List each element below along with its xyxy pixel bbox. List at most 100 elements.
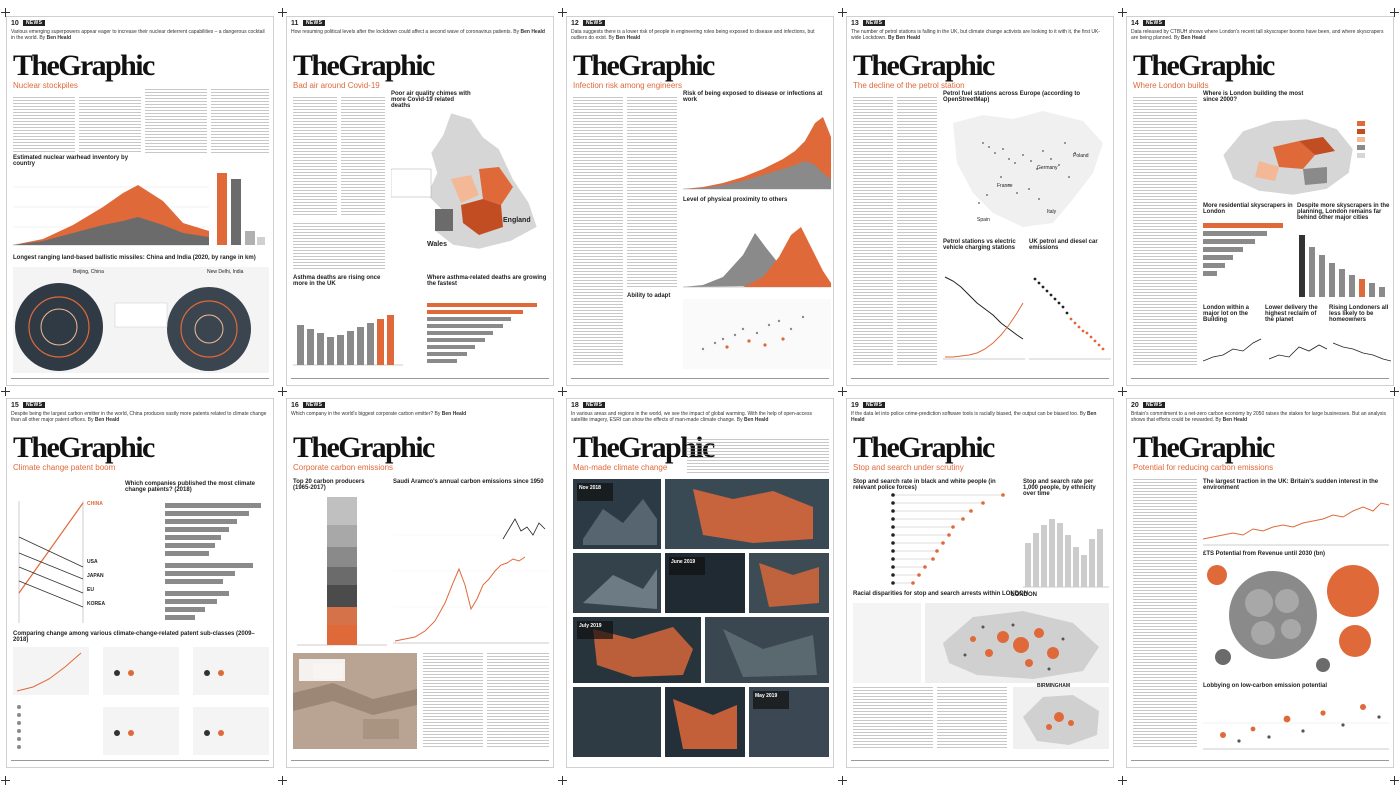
page-number: 10 — [11, 20, 19, 27]
byline: Ben Heald — [743, 417, 769, 423]
standfirst: Data released by CTBUH shows where Londo… — [1131, 29, 1384, 41]
page-subtitle: Man-made climate change — [573, 463, 668, 472]
section-tag: NEWS — [23, 20, 46, 26]
page-spread-stop-search[interactable]: 19 NEWS If the data let into police crim… — [846, 398, 1114, 768]
section-tag: NEWS — [863, 402, 886, 408]
page-spread-london-builds[interactable]: 14 NEWS Data released by CTBUH shows whe… — [1126, 16, 1394, 386]
london-stop-search-map — [853, 603, 1109, 683]
standfirst: The number of petrol stations is falling… — [851, 29, 1101, 41]
crop-mark — [558, 8, 567, 17]
patent-subclass-small-multiples — [13, 647, 269, 755]
masthead: TheGraphic — [1133, 431, 1275, 464]
page-spread-corporate-carbon[interactable]: 16 NEWS Which company in the world's big… — [286, 398, 554, 768]
city-comparison-bars — [1299, 235, 1385, 297]
footer-rule — [291, 760, 549, 761]
body-text-column — [1133, 479, 1197, 749]
place-label: Wales — [427, 241, 447, 248]
chart-title: The largest traction in the UK: Britain'… — [1203, 479, 1379, 491]
crop-mark — [1118, 387, 1127, 396]
footer-rule — [291, 378, 549, 379]
top-producers-stacked-column — [297, 497, 387, 646]
crop-mark — [278, 8, 287, 17]
stop-search-rate-bars — [1023, 519, 1109, 588]
chart-title: Racial disparities for stop and search a… — [853, 591, 1029, 597]
body-text-column — [293, 223, 385, 269]
asthma-deaths-bar-chart — [293, 315, 403, 366]
section-tag: NEWS — [1143, 402, 1166, 408]
body-text-column — [627, 97, 677, 287]
image-date-label: June 2019 — [671, 559, 696, 565]
page-number: 14 — [1131, 20, 1139, 27]
chart-title: Top 20 carbon producers (1965-2017) — [293, 479, 365, 491]
chart-title: Where is London building the most since … — [1203, 91, 1304, 103]
footer-rule — [851, 760, 1109, 761]
chart-title: Longest ranging land-based ballistic mis… — [13, 255, 256, 261]
company-patents-bars — [165, 503, 261, 620]
page-subtitle: Potential for reducing carbon emissions — [1133, 463, 1274, 472]
footer-rule — [851, 378, 1109, 379]
page-number: 18 — [571, 402, 579, 409]
chart-title: Level of physical proximity to others — [683, 197, 788, 203]
body-text-column — [79, 97, 141, 153]
body-text-column — [293, 97, 337, 217]
byline: Ben Heald — [520, 29, 545, 35]
place-label: New Delhi, India — [207, 269, 244, 275]
birmingham-dot-map — [1013, 687, 1109, 749]
page-spread-petrol-stations[interactable]: 13 NEWS The number of petrol stations is… — [846, 16, 1114, 386]
crop-mark — [278, 387, 287, 396]
byline: Ben Heald — [46, 35, 72, 41]
masthead: TheGraphic — [573, 49, 715, 82]
crop-mark — [1118, 8, 1127, 17]
body-text-column — [897, 97, 937, 367]
london-mini-line-charts — [1203, 338, 1391, 362]
europe-stations-dot-map — [943, 103, 1111, 233]
chart-title: Petrol fuel stations across Europe (acco… — [943, 91, 1081, 103]
page-subtitle: The decline of the petrol station — [853, 81, 965, 90]
body-text-column — [937, 687, 1007, 749]
byline: Ben Heald — [94, 417, 120, 423]
body-text-column — [853, 97, 893, 367]
chart-title: Ability to adapt — [627, 293, 671, 299]
chart-title: Stop and search rate per 1,000 people, b… — [1023, 479, 1096, 497]
place-label: Poland — [1073, 153, 1089, 159]
crop-mark — [838, 387, 847, 396]
environment-interest-line-chart — [1203, 502, 1389, 546]
masthead: TheGraphic — [853, 431, 995, 464]
page-spread-carbon-reduction[interactable]: 20 NEWS Britain's commitment to a net-ze… — [1126, 398, 1394, 768]
page-spread-climate-satellite[interactable]: 18 NEWS In various areas and regions in … — [566, 398, 834, 768]
page-spread-patent-boom[interactable]: 15 NEWS Despite being the largest carbon… — [6, 398, 274, 768]
place-label: Spain — [977, 217, 990, 223]
place-label: Germany — [1037, 165, 1058, 171]
crop-mark — [1390, 8, 1399, 17]
warhead-area-chart — [13, 173, 265, 246]
proximity-area-chart — [683, 227, 831, 288]
chart-title: More residential skyscrapers in London — [1203, 203, 1293, 215]
satellite-image-grid — [573, 479, 829, 757]
standfirst: How resuming political levels after the … — [291, 29, 545, 35]
chart-title: Lobbying on low-carbon emission potentia… — [1203, 683, 1328, 689]
byline: By Ben Heald — [887, 35, 921, 41]
chart-title: Saudi Aramco's annual carbon emissions s… — [393, 479, 544, 485]
body-text-column — [487, 653, 549, 749]
masthead: TheGraphic — [293, 49, 435, 82]
page-spread-covid-air[interactable]: 11 NEWS How resuming political levels af… — [286, 16, 554, 386]
crop-mark — [1, 776, 10, 785]
place-label: CHINA — [87, 501, 103, 507]
section-tag: NEWS — [863, 20, 886, 26]
place-label: KOREA — [87, 601, 106, 607]
page-subtitle: Corporate carbon emissions — [293, 463, 394, 472]
place-label: England — [503, 217, 531, 224]
chart-title: Estimated nuclear warhead inventory by c… — [13, 155, 129, 167]
byline: Ben Heald — [615, 35, 641, 41]
place-label: LONDON — [1011, 592, 1037, 598]
body-text-column — [211, 89, 269, 153]
place-label: Italy — [1047, 209, 1057, 215]
page-number: 11 — [291, 20, 299, 27]
page-spread-nuclear[interactable]: 10 NEWS Various emerging superpowers app… — [6, 16, 274, 386]
chart-title: Risk of being exposed to disease or infe… — [683, 91, 823, 103]
place-label: USA — [87, 559, 98, 565]
footer-rule — [11, 378, 269, 379]
page-spread-infection-risk[interactable]: 12 NEWS Data suggests there is a lower r… — [566, 16, 834, 386]
chart-title: Despite more skyscrapers in the planning… — [1297, 203, 1390, 221]
standfirst: Which company in the world's biggest cor… — [291, 411, 467, 417]
